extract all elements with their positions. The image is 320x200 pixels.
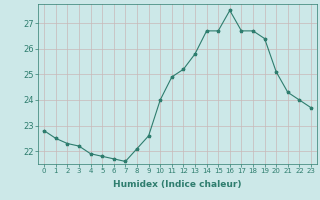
X-axis label: Humidex (Indice chaleur): Humidex (Indice chaleur) <box>113 180 242 189</box>
